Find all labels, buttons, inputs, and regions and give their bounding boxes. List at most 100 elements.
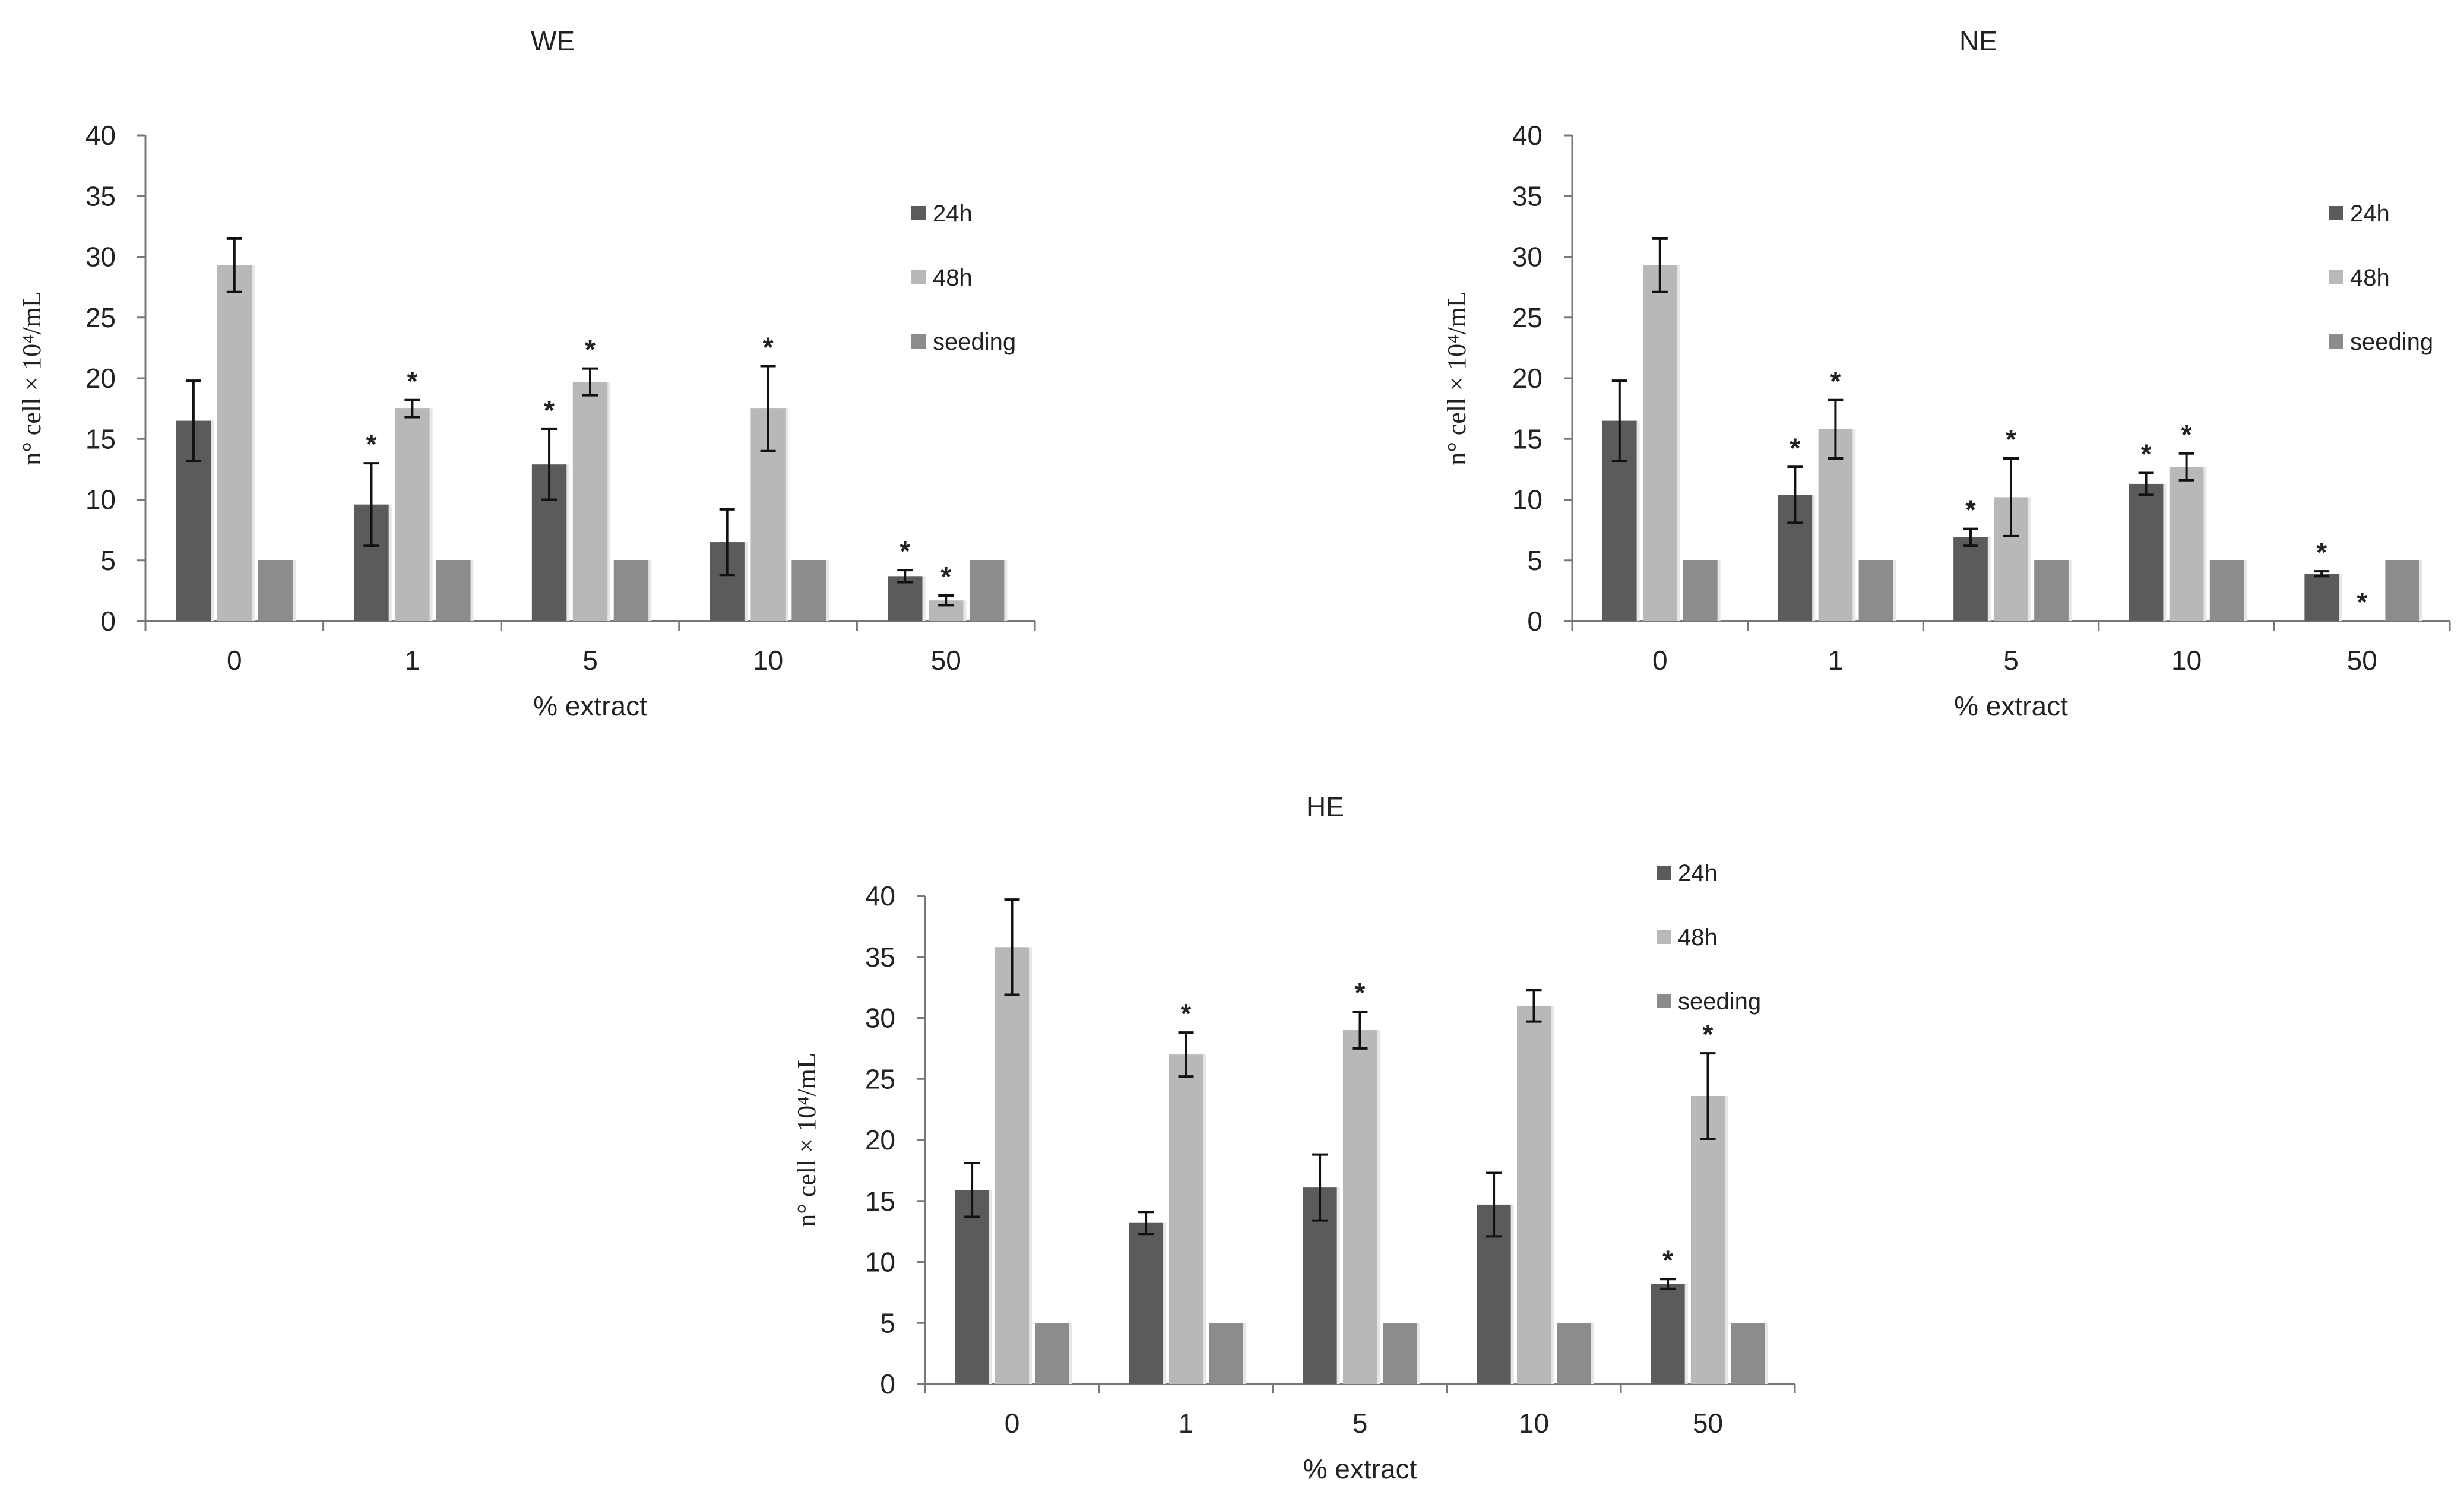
significance-marker: * [2357, 587, 2367, 617]
x-tick-label: 0 [1652, 645, 1668, 676]
legend-swatch [911, 334, 926, 349]
legend-label: seeding [2350, 329, 2433, 355]
legend-label: 24h [1678, 860, 1718, 886]
significance-marker: * [1662, 1244, 1673, 1275]
significance-marker: * [366, 429, 377, 460]
bar-seeding [1035, 1323, 1069, 1384]
bar-48h [572, 382, 608, 621]
x-tick-label: 10 [2171, 645, 2202, 676]
legend-label: 24h [933, 201, 973, 227]
significance-marker: * [940, 561, 951, 592]
x-tick-label: 0 [1005, 1408, 1020, 1439]
significance-marker: * [2141, 439, 2152, 470]
significance-marker: * [1181, 998, 1192, 1029]
y-tick-label: 10 [1512, 484, 1543, 515]
legend-label: seeding [933, 329, 1016, 355]
bar-seeding [1557, 1323, 1591, 1384]
bar-48h [1516, 1005, 1551, 1384]
legend-label: 24h [2350, 201, 2390, 227]
y-tick-label: 0 [880, 1369, 895, 1399]
bar-24h [1129, 1222, 1163, 1384]
x-tick-label: 0 [227, 645, 242, 676]
y-tick-label: 15 [85, 423, 116, 454]
chart-title: NE [1959, 26, 1997, 56]
bar-24h [2304, 574, 2339, 621]
y-tick-label: 20 [1512, 363, 1543, 394]
y-tick-label: 15 [865, 1186, 895, 1217]
panel-we: WE 0 5 10 15 20 25 30 35 40 0 1 * * 5 * * 10 * 50 * * % extrac… [17, 26, 1036, 721]
bar-48h [1342, 1030, 1377, 1384]
panel-he: HE 0 5 10 15 20 25 30 35 40 0 1 * 5 * 10 50 * * % extract n°… [792, 791, 1796, 1484]
significance-marker: * [544, 395, 555, 426]
chart-title: WE [531, 26, 575, 56]
significance-marker: * [1703, 1019, 1714, 1050]
x-tick-label: 50 [931, 645, 961, 676]
bar-seeding [2385, 560, 2420, 621]
y-tick-label: 25 [1512, 302, 1543, 333]
y-axis-label: n° cell × 10⁴/mL [17, 291, 46, 465]
panel-ne: NE 0 5 10 15 20 25 30 35 40 0 1 * * 5 * * 10 * * 50 * * % extra… [1442, 26, 2451, 721]
y-tick-label: 40 [1512, 120, 1543, 151]
y-axis-label: n° cell × 10⁴/mL [1442, 291, 1471, 465]
legend-label: 48h [933, 265, 973, 291]
x-tick-label: 10 [753, 645, 783, 676]
legend-swatch [911, 206, 926, 220]
significance-marker: * [2006, 424, 2016, 455]
bar-48h [2169, 467, 2204, 621]
y-tick-label: 5 [1527, 545, 1543, 576]
y-tick-label: 20 [865, 1125, 895, 1155]
bar-48h [1642, 265, 1677, 621]
significance-marker: * [2316, 537, 2327, 568]
y-tick-label: 35 [865, 942, 895, 973]
bar-48h [1690, 1096, 1725, 1384]
legend-swatch [2329, 334, 2343, 349]
x-tick-label: 1 [1179, 1408, 1194, 1439]
legend-label: seeding [1678, 989, 1761, 1015]
legend-swatch [2329, 270, 2343, 284]
legend-swatch [2329, 206, 2343, 220]
bar-seeding [1683, 560, 1718, 621]
y-tick-label: 30 [85, 242, 116, 273]
bar-seeding [2209, 560, 2244, 621]
bar-seeding [436, 560, 471, 621]
significance-marker: * [1355, 977, 1366, 1008]
x-axis-label: % extract [1303, 1453, 1417, 1484]
y-tick-label: 25 [865, 1063, 895, 1094]
significance-marker: * [1830, 366, 1841, 397]
legend-label: 48h [2350, 265, 2390, 291]
legend-swatch [911, 270, 926, 284]
y-tick-label: 40 [85, 120, 116, 151]
bar-seeding [969, 560, 1005, 621]
bar-48h [995, 947, 1030, 1384]
bar-seeding [1383, 1323, 1417, 1384]
x-tick-label: 50 [1693, 1408, 1723, 1439]
y-tick-label: 0 [1527, 606, 1543, 636]
legend-swatch [1657, 994, 1671, 1008]
bar-24h [888, 576, 923, 621]
bar-seeding [2034, 560, 2069, 621]
x-tick-label: 50 [2347, 645, 2377, 676]
bar-24h [2129, 483, 2164, 621]
y-axis-label: n° cell × 10⁴/mL [792, 1053, 821, 1227]
significance-marker: * [585, 334, 596, 365]
y-tick-label: 30 [1512, 242, 1543, 273]
y-tick-label: 5 [880, 1307, 895, 1338]
bar-24h [1953, 537, 1988, 621]
bar-24h [1651, 1284, 1685, 1384]
x-tick-label: 5 [2003, 645, 2019, 676]
bar-seeding [791, 560, 826, 621]
x-tick-label: 10 [1519, 1408, 1549, 1439]
y-tick-label: 0 [100, 606, 116, 636]
chart-title: HE [1306, 791, 1344, 822]
y-tick-label: 5 [100, 545, 116, 576]
significance-marker: * [1790, 432, 1800, 463]
y-tick-label: 40 [865, 880, 895, 911]
bar-seeding [1209, 1323, 1243, 1384]
bar-48h [395, 408, 430, 621]
x-tick-label: 1 [1828, 645, 1844, 676]
y-tick-label: 35 [1512, 180, 1543, 211]
significance-marker: * [2181, 419, 2192, 450]
bar-seeding [613, 560, 649, 621]
x-tick-label: 5 [1353, 1408, 1368, 1439]
